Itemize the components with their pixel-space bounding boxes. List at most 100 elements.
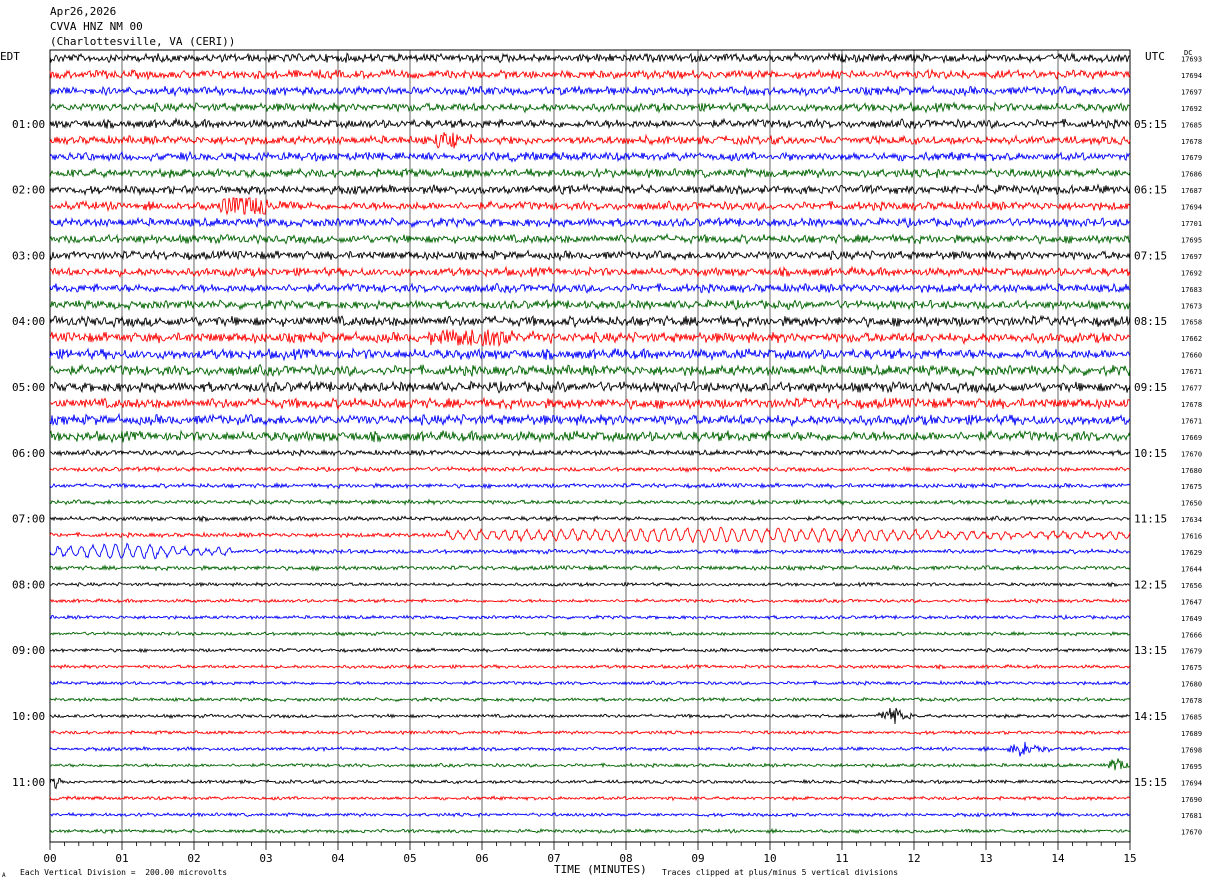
right-hour-label: 13:15 [1134,644,1167,657]
trace-row-13 [49,265,1131,279]
trace-row-23 [49,429,1131,444]
dc-offset-label-46: 17681 [1181,812,1202,820]
dc-offset-label-30: 17629 [1181,549,1202,557]
trace-row-5 [49,132,1131,149]
x-tick-label: 01 [115,852,128,865]
trace-row-6 [49,150,1131,163]
dc-offset-label-22: 17671 [1181,417,1202,425]
x-tick-label: 13 [979,852,992,865]
dc-offset-label-2: 17697 [1181,88,1202,96]
trace-row-43 [50,758,1131,771]
left-hour-label: 05:00 [12,381,45,394]
dc-offset-label-28: 17634 [1181,516,1202,524]
x-tick-label: 06 [475,852,488,865]
header-date: Apr26,2026 [50,5,117,18]
trace-row-30 [49,542,1131,560]
left-hour-label: 10:00 [12,710,45,723]
x-tick-label: 02 [187,852,200,865]
trace-row-8 [49,183,1131,197]
dc-offset-label-4: 17685 [1181,121,1202,129]
x-tick-label: 05 [403,852,416,865]
header-station: CVVA HNZ NM 00 [50,20,143,33]
dc-offset-label-29: 17616 [1181,533,1202,541]
corner-mark: A [2,872,6,879]
dc-offset-label-26: 17675 [1181,483,1202,491]
dc-offset-label-14: 17683 [1181,286,1202,294]
left-timezone-label: EDT [0,50,20,63]
x-tick-label: 11 [835,852,848,865]
dc-offset-label-16: 17658 [1181,319,1202,327]
row-labels: 17693 17694 17697 17692 17685 17678 17679 17686… [12,56,1202,837]
dc-offset-label-7: 17686 [1181,171,1202,179]
dc-offset-label-21: 17678 [1181,401,1202,409]
x-tick-label: 00 [43,852,56,865]
trace-row-7 [49,167,1131,179]
right-hour-label: 05:15 [1134,118,1167,131]
trace-row-9 [49,197,1131,216]
dc-offset-label-24: 17670 [1181,450,1202,458]
trace-row-27 [49,498,1131,506]
dc-offset-label-0: 17693 [1181,56,1202,64]
trace-row-33 [49,597,1131,604]
trace-row-34 [49,613,1131,621]
right-hour-label: 10:15 [1134,447,1167,460]
trace-row-20 [49,380,1131,395]
trace-row-46 [49,811,1131,818]
dc-offset-label-39: 17678 [1181,697,1202,705]
dc-offset-label-38: 17680 [1181,681,1202,689]
clip-note: Traces clipped at plus/minus 5 vertical … [662,868,899,877]
x-tick-label: 14 [1051,852,1065,865]
trace-row-36 [49,647,1130,654]
trace-row-29 [49,526,1131,544]
x-tick-label: 07 [547,852,560,865]
left-hour-label: 08:00 [12,578,45,591]
trace-row-17 [49,329,1131,348]
dc-offset-label-32: 17656 [1181,582,1202,590]
minute-gridlines [49,49,1131,843]
left-hour-label: 07:00 [12,513,45,526]
trace-row-21 [49,396,1131,411]
right-hour-label: 06:15 [1134,184,1167,197]
trace-row-14 [49,282,1131,294]
dc-offset-label-33: 17647 [1181,598,1202,606]
trace-row-22 [49,412,1131,428]
trace-row-41 [49,729,1131,736]
dc-offset-label-41: 17689 [1181,730,1202,738]
dc-offset-label-44: 17694 [1181,779,1202,787]
right-hour-label: 09:15 [1134,381,1167,394]
x-tick-label: 09 [691,852,704,865]
dc-header-label: DC [1184,49,1193,57]
dc-offset-label-43: 17695 [1181,763,1202,771]
dc-offset-label-5: 17678 [1181,138,1202,146]
left-hour-label: 06:00 [12,447,45,460]
trace-row-44 [49,778,1131,790]
trace-row-26 [49,481,1131,490]
dc-offset-label-3: 17692 [1181,105,1202,113]
left-hour-label: 04:00 [12,315,45,328]
dc-offset-label-40: 17685 [1181,714,1202,722]
header-location: (Charlottesville, VA (CERI)) [50,35,236,48]
trace-row-31 [49,564,1131,572]
trace-row-10 [49,216,1131,229]
trace-row-1 [49,68,1131,81]
dc-offset-label-17: 17662 [1181,335,1202,343]
x-axis-title: TIME (MINUTES) [554,863,647,876]
trace-row-3 [49,101,1131,114]
trace-row-24 [50,448,1131,457]
dc-offset-label-34: 17649 [1181,615,1202,623]
trace-row-2 [49,84,1131,98]
trace-row-12 [49,248,1131,262]
dc-offset-label-36: 17679 [1181,648,1202,656]
trace-row-38 [49,679,1131,687]
x-tick-label: 12 [907,852,920,865]
left-hour-label: 11:00 [12,776,45,789]
dc-offset-label-31: 17644 [1181,566,1202,574]
dc-offset-label-15: 17673 [1181,302,1202,310]
x-tick-label: 10 [763,852,776,865]
dc-offset-label-6: 17679 [1181,154,1202,162]
dc-offset-label-1: 17694 [1181,72,1202,80]
x-tick-label: 03 [259,852,272,865]
trace-row-4 [49,117,1131,130]
dc-offset-label-35: 17666 [1181,631,1202,639]
trace-row-15 [49,299,1131,312]
